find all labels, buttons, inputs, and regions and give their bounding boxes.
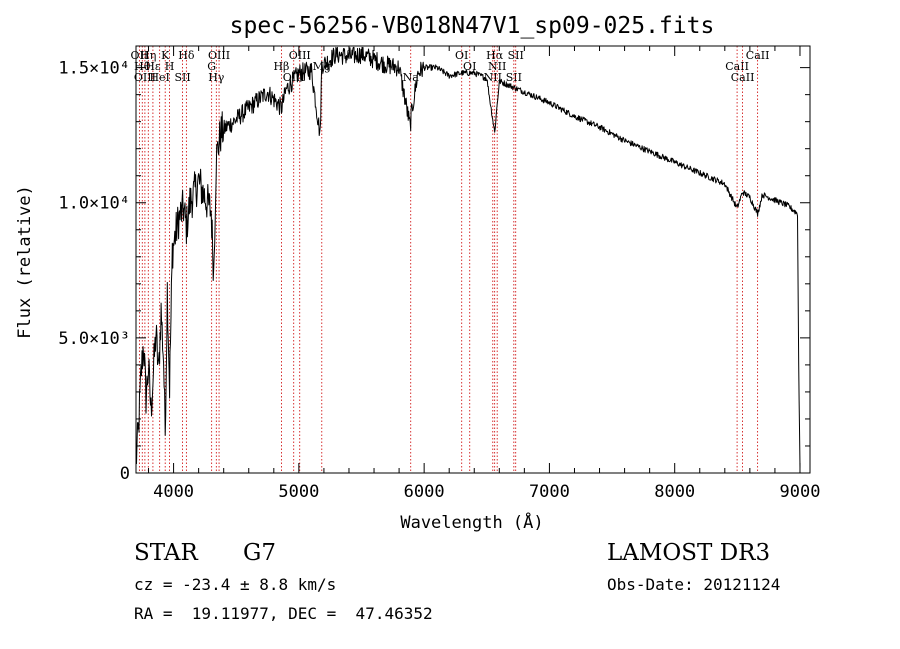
spectrum-series	[135, 46, 801, 468]
x-tick-label-2: 6000	[404, 482, 445, 502]
marker-label-25: CaII	[725, 60, 749, 73]
marker-label-22: NII	[488, 60, 506, 73]
y-axis-label: Flux (relative)	[15, 185, 35, 339]
marker-label-19: OI	[463, 60, 476, 73]
marker-label-23: SII	[506, 71, 522, 84]
plot-frame	[135, 45, 811, 474]
x-axis-label: Wavelength (Å)	[400, 511, 543, 533]
marker-label-8: SII	[174, 71, 190, 84]
marker-label-21: Hα	[486, 49, 504, 62]
marker-label-24: SII	[508, 49, 524, 62]
marker-label-6: K	[161, 49, 170, 62]
x-tick-label-0: 4000	[153, 482, 194, 502]
marker-label-3: Hη	[140, 49, 156, 62]
series-line-0	[135, 46, 801, 468]
object-class: STAR	[134, 540, 198, 566]
marker-label-2: OIII	[134, 71, 156, 84]
x-tick-label-1: 5000	[278, 482, 319, 502]
marker-label-11: Hγ	[208, 71, 225, 84]
marker-label-7: H	[165, 60, 175, 73]
marker-label-18: OI	[455, 49, 468, 62]
marker-label-27: CaII	[746, 49, 770, 62]
marker-label-26: CaII	[731, 71, 755, 84]
object-subclass: G7	[243, 540, 277, 566]
marker-label-13: Hβ	[273, 60, 289, 73]
y-tick-label-3: 1.5×10⁴	[58, 59, 130, 79]
marker-label-0: OII	[131, 49, 149, 62]
obs-date-text: Obs-Date: 20121124	[607, 575, 781, 594]
marker-label-4: Hε	[145, 60, 161, 73]
marker-label-17: Na	[403, 71, 420, 84]
y-tick-label-1: 5.0×10³	[58, 329, 130, 349]
marker-label-1: Hθ	[134, 60, 151, 73]
marker-label-12: OIII	[208, 49, 230, 62]
x-tick-label-4: 8000	[654, 482, 695, 502]
velocity-text: cz = -23.4 ± 8.8 km/s	[134, 575, 337, 594]
x-tick-label-5: 9000	[780, 482, 821, 502]
marker-label-10: G	[207, 60, 216, 73]
survey-name: LAMOST DR3	[607, 540, 771, 566]
y-tick-label-0: 0	[120, 464, 130, 484]
axis-ticks: 4000 5000 6000 7000 8000 9000 0 5.0×10³ 1.0×10⁴ 1…	[58, 46, 820, 502]
x-tick-label-3: 7000	[529, 482, 570, 502]
chart-title: spec-56256-VB018N47V1_sp09-025.fits	[230, 13, 715, 39]
coordinates-text: RA = 19.11977, DEC = 47.46352	[134, 604, 433, 623]
y-tick-label-2: 1.0×10⁴	[58, 194, 130, 214]
spectral-line-markers: OIIHθOIIIHηHεHeIKHSIIHδGHγOIIIHβOIIIOIII…	[131, 46, 770, 473]
marker-label-9: Hδ	[178, 49, 195, 62]
marker-label-15: OIII	[289, 49, 311, 62]
